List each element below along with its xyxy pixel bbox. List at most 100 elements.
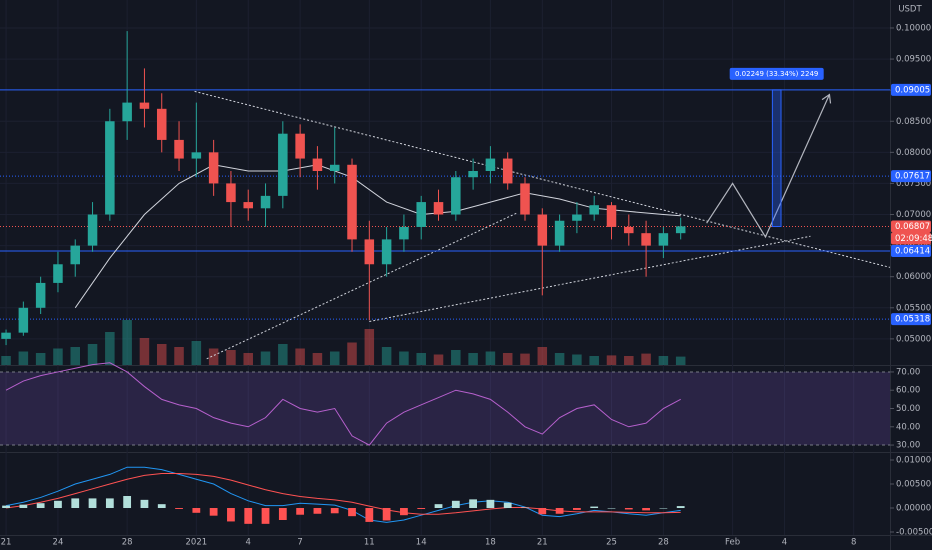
volume-bar [658, 356, 669, 365]
candle-body [658, 233, 669, 246]
price-level-label: 0.05318 [895, 315, 930, 325]
x-tick-label: 7 [297, 538, 302, 548]
volume-bar [243, 353, 253, 365]
histogram-bar [175, 508, 183, 509]
candle-body [572, 214, 582, 221]
candle-body [589, 205, 599, 215]
histogram-bar [123, 496, 132, 509]
rsi-band [0, 371, 890, 446]
volume-bar [520, 353, 530, 365]
histogram-bar [88, 498, 97, 509]
price-level-label-box [891, 83, 931, 96]
y-tick-label: 0.07500 [896, 179, 931, 189]
volume-bar [174, 347, 184, 365]
histogram-bar [451, 500, 460, 509]
histogram-bar [503, 502, 512, 509]
candle-body [35, 282, 46, 308]
x-tick-label: 4 [246, 538, 251, 548]
volume-bar [191, 341, 202, 365]
volume-bar [589, 356, 599, 365]
candle-body [520, 183, 530, 215]
x-tick-label: 14 [416, 538, 427, 548]
price-level-label: 0.09005 [895, 85, 930, 95]
candle-body [278, 133, 288, 196]
candle-body [675, 226, 686, 234]
histogram-bar [192, 508, 201, 513]
histogram-bar [54, 500, 62, 509]
candle-body [606, 205, 617, 227]
price-level-label-box [891, 244, 931, 257]
candle-body [554, 220, 565, 246]
y-tick-label: 0.10000 [896, 23, 931, 33]
y-tick-label: 0.08000 [896, 148, 931, 158]
histogram-bar [434, 504, 443, 509]
x-tick-label: 8 [851, 538, 856, 548]
histogram-bar [642, 508, 650, 511]
histogram-bar [36, 503, 45, 509]
volume-bar [208, 348, 219, 365]
histogram-bar [209, 508, 218, 516]
volume-bar [624, 356, 634, 365]
y-tick-label: 0.00000 [896, 504, 931, 514]
volume-bar [312, 353, 323, 365]
projection-arrowhead [821, 93, 832, 104]
histogram-bar [521, 507, 529, 509]
candle-body [208, 152, 219, 184]
histogram-bar [365, 508, 374, 522]
measure-label: 0.02249 (33.34%) 2249 [735, 70, 818, 78]
candle-body [502, 158, 513, 184]
countdown-label: 02:09:48 [895, 234, 932, 244]
volume-bar [416, 353, 426, 365]
volume-bar [641, 353, 651, 365]
y-tick-label: 60.00 [896, 386, 920, 396]
volume-bar [329, 351, 340, 365]
volume-bar [35, 353, 46, 365]
volume-bar [502, 353, 513, 365]
candle-body [53, 264, 63, 283]
histogram-bar [486, 499, 495, 509]
candle-body [451, 177, 461, 215]
price-level-label: 0.07617 [895, 172, 930, 182]
candle-body [347, 164, 357, 240]
histogram-bar [261, 508, 270, 524]
histogram-bar [676, 506, 685, 509]
y-tick-label: 0.09500 [896, 55, 931, 65]
y-tick-label: 0.06000 [896, 272, 931, 282]
candle-body [1, 332, 11, 339]
trendline [194, 90, 891, 268]
volume-bar [260, 351, 271, 365]
volume-bar [347, 342, 357, 365]
y-tick-label: 40.00 [896, 422, 920, 432]
histogram-bar [348, 508, 356, 517]
histogram-bar [624, 508, 633, 510]
histogram-bar [19, 504, 28, 509]
candle-body [364, 239, 375, 265]
histogram-bar [469, 499, 478, 509]
candle-body [312, 158, 323, 171]
price-level-label-box [891, 220, 931, 233]
volume-bar [105, 332, 115, 365]
candle-body [381, 239, 392, 265]
volume-bar [18, 351, 29, 365]
volume-bar [433, 354, 444, 365]
y-tick-label: 50.00 [896, 404, 920, 414]
histogram-bar [538, 508, 547, 515]
candle-body [641, 233, 651, 246]
histogram-bar [555, 508, 564, 514]
candle-body [399, 226, 409, 240]
histogram-bar [590, 506, 599, 509]
candle-body [18, 307, 29, 333]
candle-body [468, 170, 478, 178]
measure-box [771, 89, 782, 228]
volume-bar [399, 351, 409, 365]
volume-bar [572, 354, 582, 365]
y-tick-label: 0.05500 [896, 303, 931, 313]
volume-bar [226, 350, 236, 365]
x-tick-label: 28 [122, 538, 133, 548]
y-tick-label: -0.00500 [896, 528, 932, 538]
volume-bar [156, 344, 167, 365]
candle-body [139, 102, 150, 109]
volume-bar [675, 356, 686, 365]
histogram-bar [382, 508, 391, 521]
